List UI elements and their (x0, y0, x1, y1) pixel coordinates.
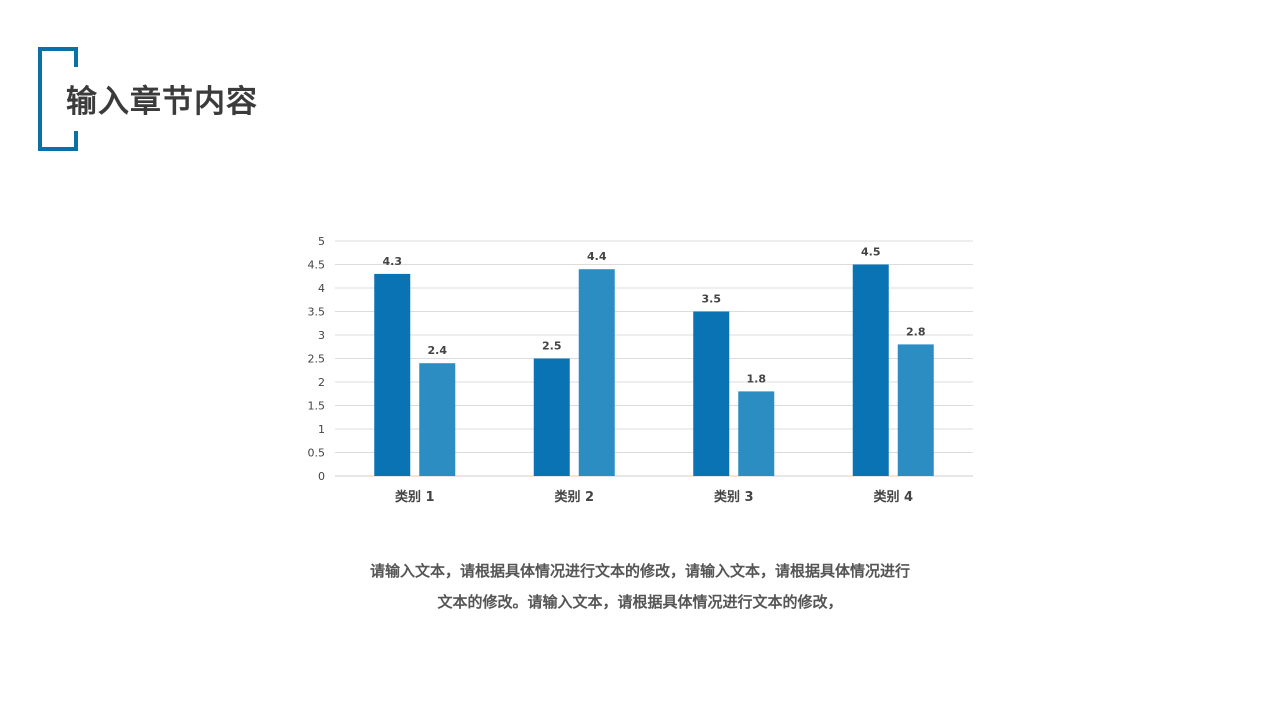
data-label: 2.8 (906, 325, 926, 338)
y-tick-label: 1.5 (308, 400, 326, 413)
data-label: 1.8 (747, 372, 767, 385)
title-bracket (38, 47, 75, 151)
data-label: 3.5 (702, 293, 722, 306)
bar (533, 358, 570, 476)
y-tick-label: 4 (318, 282, 325, 295)
x-tick-label: 类别 2 (554, 489, 594, 505)
y-tick-label: 5 (318, 235, 325, 248)
y-tick-label: 3 (318, 329, 325, 342)
title-bracket-top-tick (74, 47, 78, 67)
y-tick-label: 4.5 (308, 259, 326, 272)
y-tick-label: 1 (318, 423, 325, 436)
y-tick-label: 3.5 (308, 306, 326, 319)
y-tick-label: 0 (318, 470, 325, 483)
data-label: 4.4 (587, 250, 607, 263)
bar (419, 363, 456, 476)
y-tick-label: 2 (318, 376, 325, 389)
bar (897, 344, 934, 476)
x-tick-label: 类别 4 (873, 489, 913, 505)
data-label: 4.3 (383, 255, 403, 268)
x-tick-label: 类别 3 (714, 489, 754, 505)
bar (374, 273, 411, 476)
bar (693, 311, 730, 476)
y-tick-label: 0.5 (308, 447, 326, 460)
bar (852, 264, 889, 476)
body-line-1: 请输入文本，请根据具体情况进行文本的修改，请输入文本，请根据具体情况进行 (369, 562, 910, 580)
y-tick-label: 2.5 (308, 353, 326, 366)
data-label: 4.5 (861, 246, 881, 259)
data-label: 2.4 (428, 344, 448, 357)
data-label: 2.5 (542, 340, 562, 353)
body-line-2: 文本的修改。请输入文本，请根据具体情况进行文本的修改， (437, 593, 843, 611)
x-tick-label: 类别 1 (395, 489, 435, 505)
bar (578, 269, 615, 476)
page-title: 输入章节内容 (66, 84, 258, 120)
body-text: 请输入文本，请根据具体情况进行文本的修改，请输入文本，请根据具体情况进行 文本的… (290, 556, 990, 618)
title-bracket-bottom-tick (74, 131, 78, 151)
bar (738, 391, 775, 476)
